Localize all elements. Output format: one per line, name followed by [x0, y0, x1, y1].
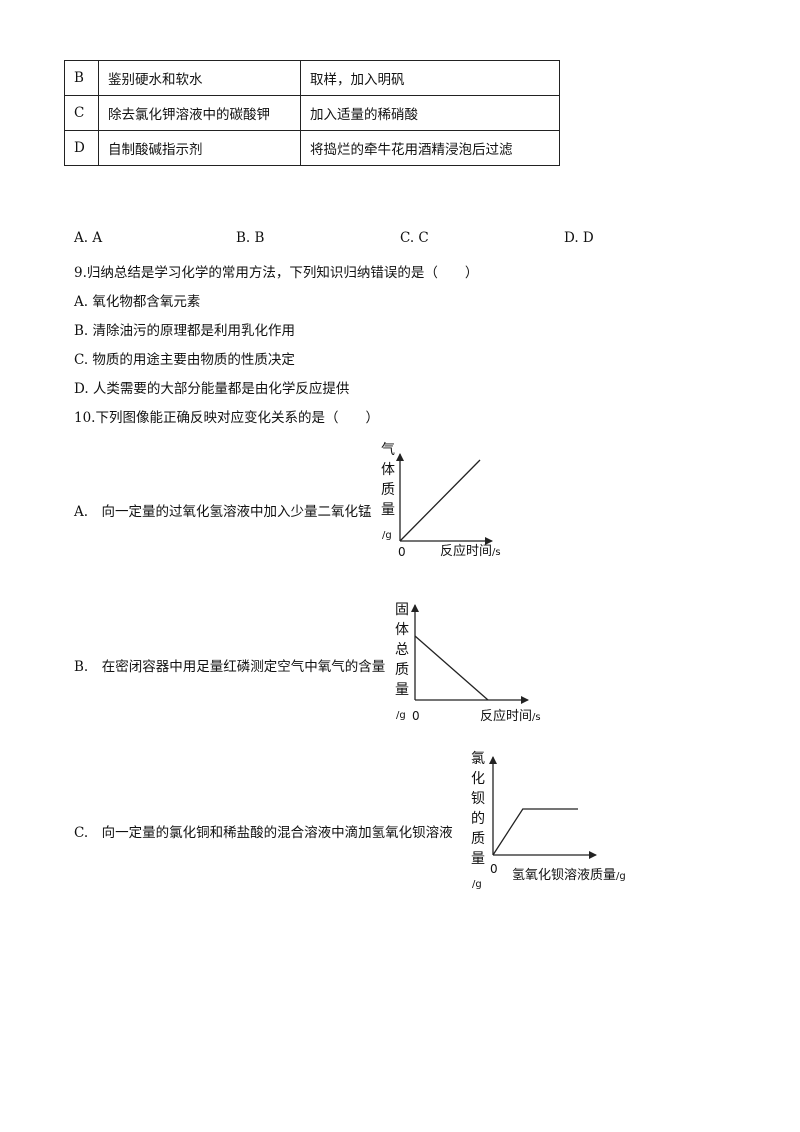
q8-option-a: A. A	[74, 230, 103, 246]
q8-option-c: C. C	[400, 230, 429, 246]
y-unit: /g	[382, 530, 392, 541]
y-label-char: 体	[395, 622, 409, 638]
row-purpose: 自制酸碱指示剂	[98, 130, 301, 166]
origin-label: 0	[412, 709, 420, 723]
y-label-char: 量	[395, 682, 409, 698]
q10-stem: 10.下列图像能正确反映对应变化关系的是（ ）	[74, 410, 379, 426]
y-label-char: 量	[381, 502, 395, 518]
y-label-char: 的	[471, 811, 485, 827]
q8-option-b: B. B	[236, 230, 265, 246]
row-method: 将捣烂的牵牛花用酒精浸泡后过滤	[300, 130, 560, 166]
origin-label: 0	[398, 545, 406, 559]
q9-option-d: D. 人类需要的大部分能量都是由化学反应提供	[74, 381, 350, 397]
q9-option-c: C. 物质的用途主要由物质的性质决定	[74, 352, 295, 368]
y-label-char: 气	[381, 442, 395, 458]
q10-option-b: B. 在密闭容器中用足量红磷测定空气中氧气的含量	[74, 659, 386, 675]
experiment-table: B 鉴别硬水和软水 取样，加入明矾 C 除去氯化钾溶液中的碳酸钾 加入适量的稀硝…	[64, 60, 560, 166]
x-label: 反应时间/s	[480, 708, 541, 724]
y-label-char: 质	[381, 482, 395, 498]
y-label-char: 质	[395, 662, 409, 678]
y-label-char: 总	[395, 642, 409, 658]
table-row: D 自制酸碱指示剂 将捣烂的牵牛花用酒精浸泡后过滤	[64, 130, 560, 166]
row-purpose: 除去氯化钾溶液中的碳酸钾	[98, 95, 301, 131]
x-label: 氢氧化钡溶液质量/g	[512, 868, 626, 883]
series-line	[414, 635, 489, 701]
x-label: 反应时间/s	[440, 543, 501, 559]
q8-option-d: D. D	[564, 230, 594, 246]
q10-option-a: A. 向一定量的过氧化氢溶液中加入少量二氧化锰	[74, 504, 372, 520]
y-label-char: 化	[471, 771, 485, 787]
y-label-char: 体	[381, 462, 395, 478]
series-line	[492, 808, 578, 856]
y-unit: /g	[472, 879, 482, 890]
origin-label: 0	[490, 862, 498, 876]
q9-option-a: A. 氧化物都含氧元素	[74, 294, 201, 310]
table-row: B 鉴别硬水和软水 取样，加入明矾	[64, 60, 560, 96]
y-label-char: 量	[471, 851, 485, 867]
row-letter: D	[64, 130, 99, 166]
series-line	[399, 459, 481, 542]
row-letter: B	[64, 60, 99, 96]
q9-option-b: B. 清除油污的原理都是利用乳化作用	[74, 323, 296, 339]
row-purpose: 鉴别硬水和软水	[98, 60, 301, 96]
y-label-char: 质	[471, 831, 485, 847]
q10-option-c: C. 向一定量的氯化铜和稀盐酸的混合溶液中滴加氢氧化钡溶液	[74, 825, 453, 841]
y-unit: /g	[396, 710, 406, 721]
row-method: 取样，加入明矾	[300, 60, 560, 96]
y-label-char: 钡	[471, 791, 485, 807]
row-letter: C	[64, 95, 99, 131]
y-label-char: 氯	[471, 751, 485, 767]
row-method: 加入适量的稀硝酸	[300, 95, 560, 131]
y-label-char: 固	[395, 602, 409, 618]
table-row: C 除去氯化钾溶液中的碳酸钾 加入适量的稀硝酸	[64, 95, 560, 131]
q9-stem: 9.归纳总结是学习化学的常用方法，下列知识归纳错误的是（ ）	[74, 265, 479, 281]
